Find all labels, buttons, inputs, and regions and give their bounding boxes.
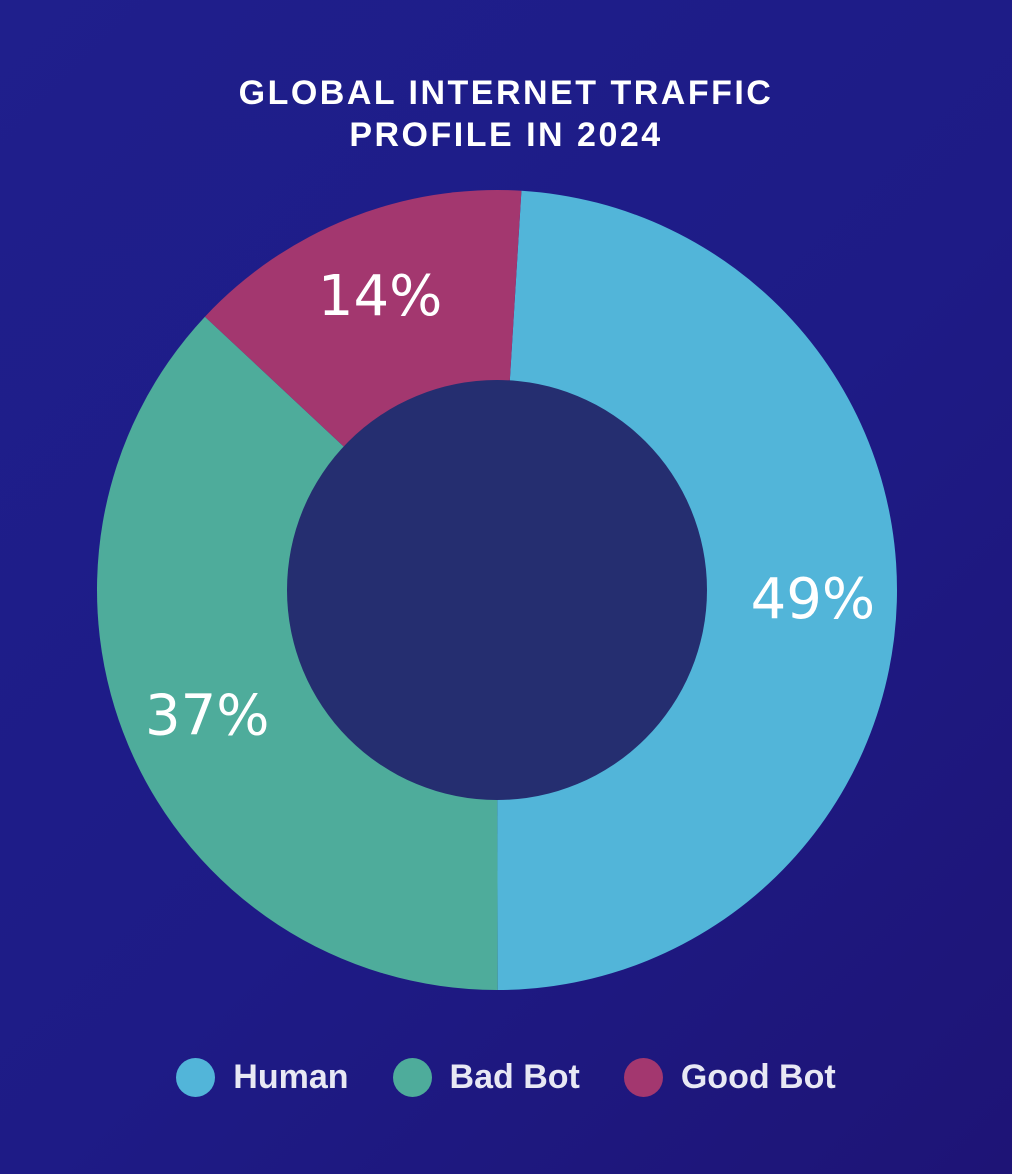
slice-label-good-bot: 14% [318, 264, 442, 329]
legend-item-human: Human [176, 1057, 349, 1097]
legend-swatch-human [176, 1057, 216, 1097]
slice-label-human: 49% [751, 567, 875, 632]
legend-label-good-bot: Good Bot [680, 1057, 836, 1096]
donut-hole [287, 380, 707, 800]
chart-title-line-1: GLOBAL INTERNET TRAFFIC [238, 74, 774, 112]
chart-title-line-2: PROFILE IN 2024 [349, 116, 663, 154]
legend-swatch-bad-bot [392, 1057, 432, 1097]
chart-title: GLOBAL INTERNET TRAFFIC PROFILE IN 2024 [0, 72, 1012, 156]
legend-item-bad-bot: Bad Bot [392, 1057, 580, 1097]
legend-label-human: Human [233, 1057, 349, 1096]
legend: Human Bad Bot Good Bot [0, 1052, 1012, 1102]
legend-item-good-bot: Good Bot [623, 1057, 836, 1097]
legend-label-bad-bot: Bad Bot [449, 1057, 580, 1096]
legend-swatch-good-bot [623, 1057, 663, 1097]
slice-label-bad-bot: 37% [145, 684, 269, 749]
